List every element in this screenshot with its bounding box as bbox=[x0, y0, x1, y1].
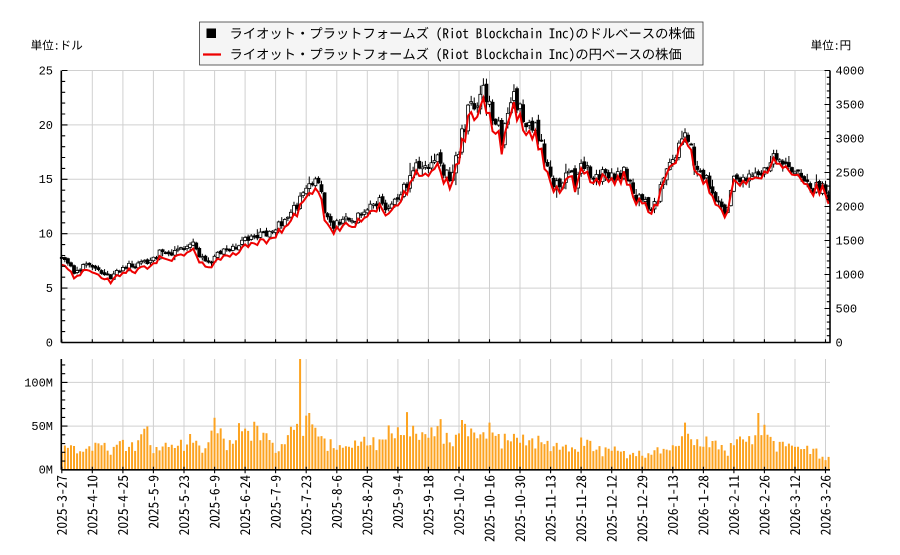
svg-text:1000: 1000 bbox=[836, 268, 865, 282]
svg-text:100M: 100M bbox=[24, 376, 53, 390]
svg-text:4000: 4000 bbox=[836, 64, 865, 78]
svg-text:0: 0 bbox=[836, 336, 843, 350]
svg-text:5: 5 bbox=[46, 282, 53, 296]
svg-text:25: 25 bbox=[39, 64, 53, 78]
svg-text:2000: 2000 bbox=[836, 200, 865, 214]
svg-text:20: 20 bbox=[39, 119, 53, 133]
svg-text:3500: 3500 bbox=[836, 98, 865, 112]
svg-text:0: 0 bbox=[46, 336, 53, 350]
svg-text:500: 500 bbox=[836, 302, 858, 316]
svg-text:2500: 2500 bbox=[836, 166, 865, 180]
svg-text:15: 15 bbox=[39, 173, 53, 187]
svg-text:3000: 3000 bbox=[836, 132, 865, 146]
svg-text:50M: 50M bbox=[31, 420, 53, 434]
svg-text:1500: 1500 bbox=[836, 234, 865, 248]
svg-text:0M: 0M bbox=[39, 464, 53, 478]
svg-text:10: 10 bbox=[39, 228, 53, 242]
